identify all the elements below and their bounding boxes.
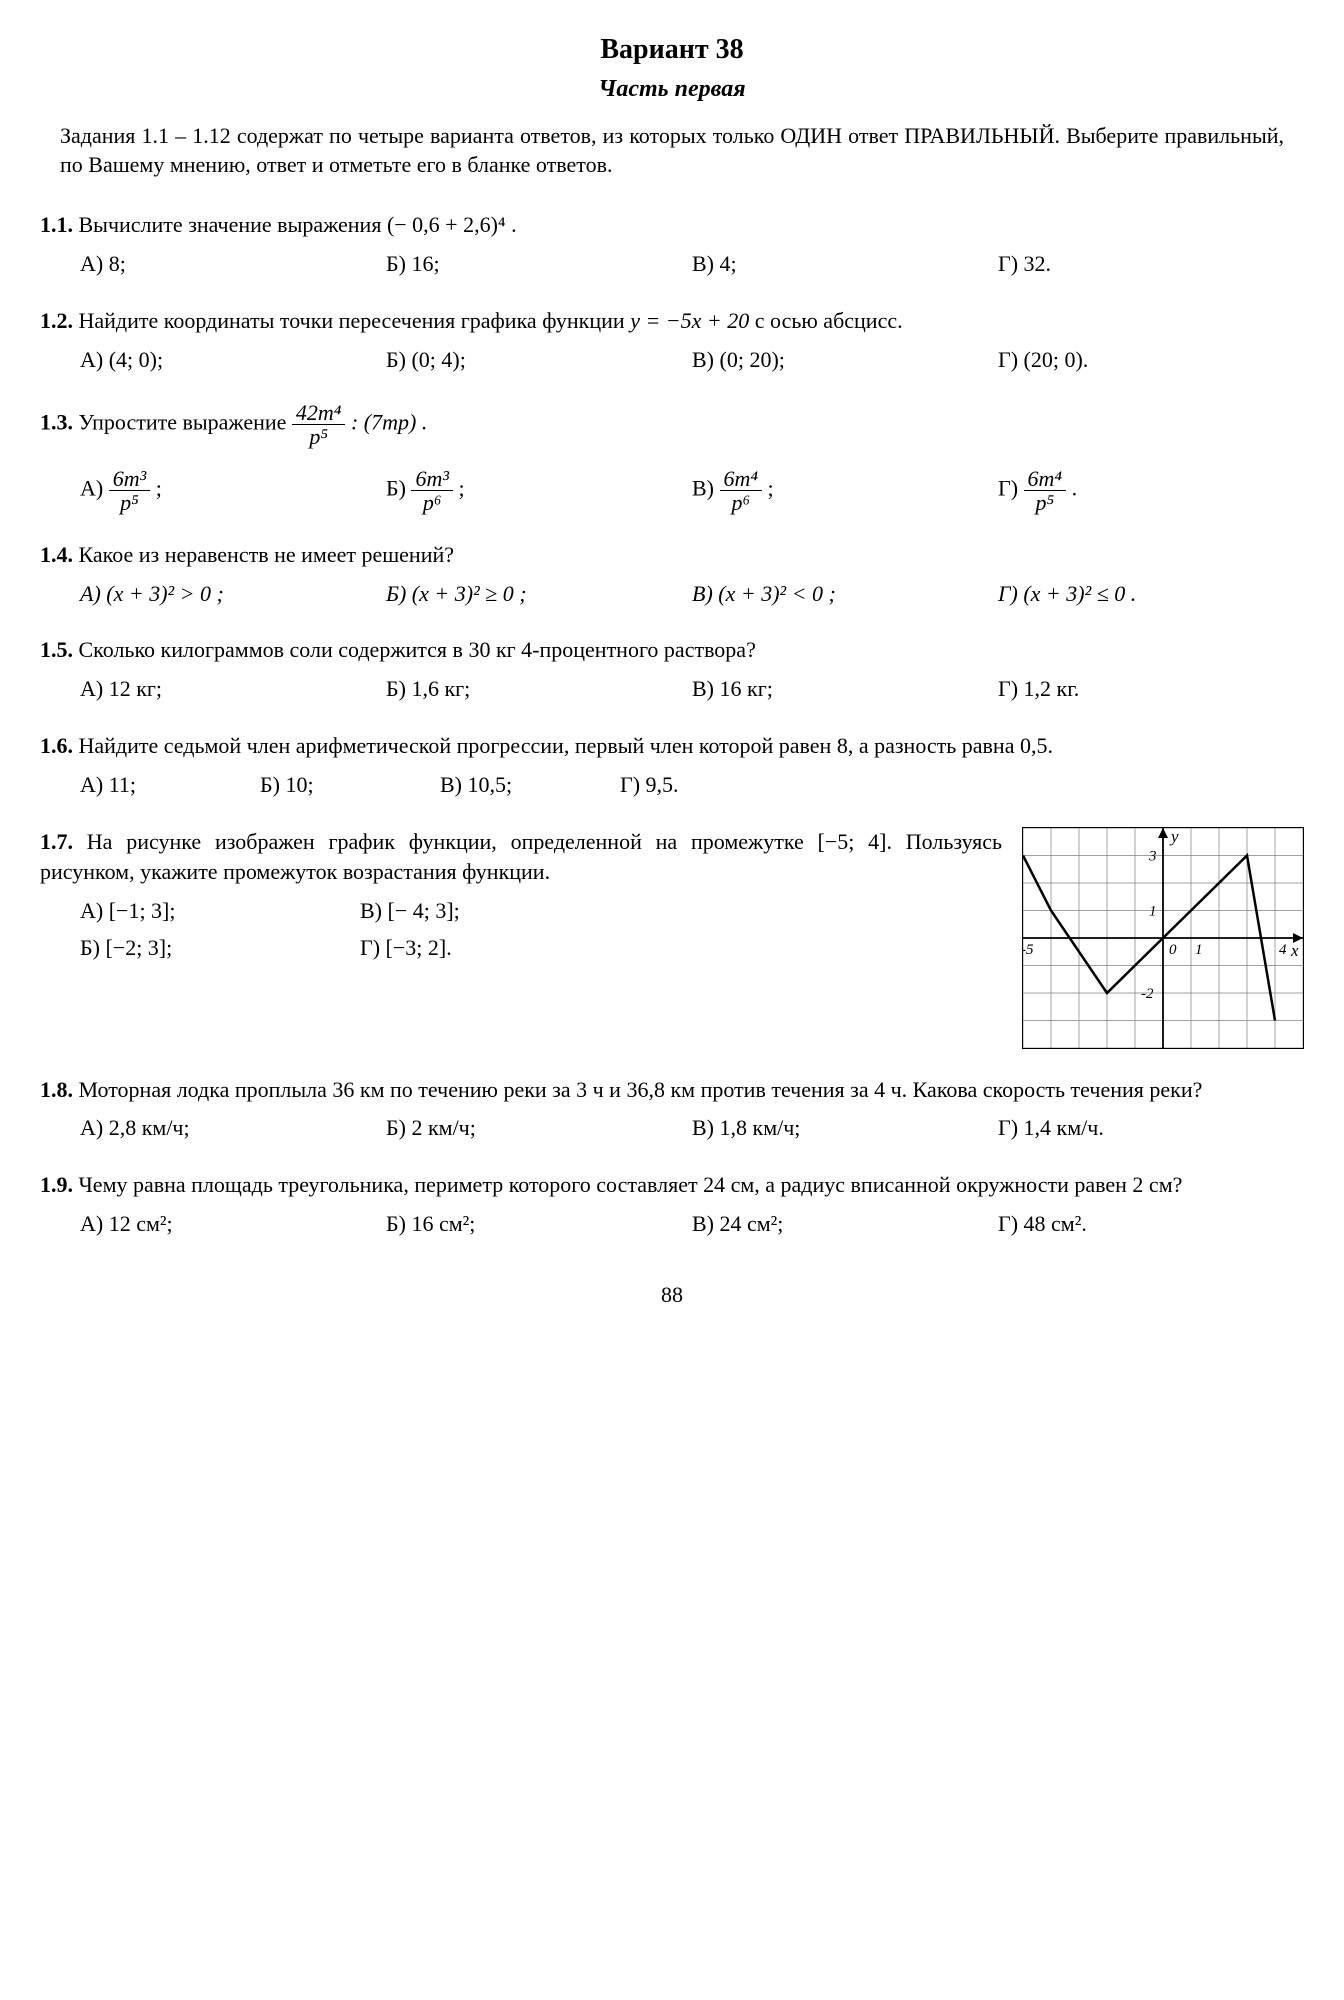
frac-num: 42m⁴ bbox=[292, 401, 346, 425]
frac-num: 6m⁴ bbox=[720, 467, 763, 491]
svg-text:1: 1 bbox=[1195, 942, 1203, 958]
qnum: 1.7. bbox=[40, 829, 73, 854]
opt-pre: В) bbox=[692, 475, 720, 500]
option-a: А) 8; bbox=[80, 249, 386, 280]
option-a: А) 6m³p⁵ ; bbox=[80, 467, 386, 514]
option-d: Г) (20; 0). bbox=[998, 345, 1304, 376]
option-c: В) 16 кг; bbox=[692, 674, 998, 705]
question-1-6: 1.6. Найдите седьмой член арифметической… bbox=[40, 731, 1304, 801]
qnum: 1.1. bbox=[40, 212, 73, 237]
option-a: А) 12 см²; bbox=[80, 1209, 386, 1240]
option-c: В) 24 см²; bbox=[692, 1209, 998, 1240]
option-c: В) 1,8 км/ч; bbox=[692, 1113, 998, 1144]
qnum: 1.2. bbox=[40, 308, 73, 333]
frac-num: 6m³ bbox=[109, 467, 150, 491]
option-a: А) (x + 3)² > 0 ; bbox=[80, 579, 386, 610]
opt-pre: Б) bbox=[386, 475, 411, 500]
qnum: 1.5. bbox=[40, 637, 73, 662]
option-b: Б) [−2; 3]; bbox=[80, 933, 360, 964]
frac-den: p⁶ bbox=[720, 491, 763, 514]
semi: ; bbox=[156, 475, 162, 500]
option-b: Б) 1,6 кг; bbox=[386, 674, 692, 705]
qtext: Чему равна площадь треугольника, перимет… bbox=[79, 1172, 1183, 1197]
option-b: Б) 16; bbox=[386, 249, 692, 280]
option-a: А) [−1; 3]; bbox=[80, 896, 360, 927]
option-b: Б) 2 км/ч; bbox=[386, 1113, 692, 1144]
option-b: Б) (x + 3)² ≥ 0 ; bbox=[386, 579, 692, 610]
svg-text:3: 3 bbox=[1148, 848, 1157, 864]
frac-num: 6m³ bbox=[411, 467, 452, 491]
option-d: Г) 1,4 км/ч. bbox=[998, 1113, 1304, 1144]
option-a: А) 12 кг; bbox=[80, 674, 386, 705]
question-1-3: 1.3. Упростите выражение 42m⁴ p⁵ : (7mp)… bbox=[40, 401, 1304, 513]
svg-text:4: 4 bbox=[1279, 942, 1287, 958]
qtext: Сколько килограммов соли содержится в 30… bbox=[79, 637, 756, 662]
opt-pre: Г) bbox=[998, 475, 1024, 500]
svg-text:1: 1 bbox=[1149, 903, 1157, 919]
question-1-5: 1.5. Сколько килограммов соли содержится… bbox=[40, 635, 1304, 705]
option-d: Г) 1,2 кг. bbox=[998, 674, 1304, 705]
option-d: Г) 9,5. bbox=[620, 770, 760, 801]
frac-den: p⁵ bbox=[109, 491, 150, 514]
option-c: В) 6m⁴p⁶ ; bbox=[692, 467, 998, 514]
part-subtitle: Часть первая bbox=[40, 73, 1304, 107]
semi: ; bbox=[768, 475, 774, 500]
option-d: Г) 6m⁴p⁵ . bbox=[998, 467, 1304, 514]
option-b: Б) 16 см²; bbox=[386, 1209, 692, 1240]
qtext: Какое из неравенств не имеет решений? bbox=[79, 542, 455, 567]
option-a: А) (4; 0); bbox=[80, 345, 386, 376]
option-a: А) 2,8 км/ч; bbox=[80, 1113, 386, 1144]
qtext: Моторная лодка проплыла 36 км по течению… bbox=[79, 1077, 1203, 1102]
instructions: Задания 1.1 – 1.12 содержат по четыре ва… bbox=[60, 121, 1284, 180]
qtext: Упростите выражение bbox=[79, 410, 292, 435]
frac-den: p⁶ bbox=[411, 491, 452, 514]
qtext-b: с осью абсцисс. bbox=[755, 308, 903, 333]
question-1-7: 1.7. На рисунке изображен график функции… bbox=[40, 827, 1304, 1049]
question-1-9: 1.9. Чему равна площадь треугольника, пе… bbox=[40, 1170, 1304, 1240]
option-b: Б) 10; bbox=[260, 770, 400, 801]
frac-den: p⁵ bbox=[292, 425, 346, 448]
qnum: 1.9. bbox=[40, 1172, 73, 1197]
svg-text:y: y bbox=[1169, 827, 1179, 846]
option-c: В) (x + 3)² < 0 ; bbox=[692, 579, 998, 610]
qnum: 1.3. bbox=[40, 410, 73, 435]
option-d: Г) 48 см². bbox=[998, 1209, 1304, 1240]
option-d: Г) (x + 3)² ≤ 0 . bbox=[998, 579, 1304, 610]
option-a: А) 11; bbox=[80, 770, 220, 801]
option-b: Б) (0; 4); bbox=[386, 345, 692, 376]
semi: ; bbox=[458, 475, 464, 500]
svg-text:0: 0 bbox=[1169, 942, 1177, 958]
opt-pre: А) bbox=[80, 475, 109, 500]
qtext-a: Найдите координаты точки пересечения гра… bbox=[79, 308, 631, 333]
question-1-2: 1.2. Найдите координаты точки пересечени… bbox=[40, 306, 1304, 376]
qtext: Вычислите значение выражения (− 0,6 + 2,… bbox=[79, 212, 517, 237]
option-c: В) [− 4; 3]; bbox=[360, 896, 640, 927]
function-graph: 0 1 4 -5 1 3 -2 x y bbox=[1022, 827, 1304, 1049]
option-d: Г) [−3; 2]. bbox=[360, 933, 640, 964]
question-1-4: 1.4. Какое из неравенств не имеет решени… bbox=[40, 540, 1304, 610]
variant-title: Вариант 38 bbox=[40, 30, 1304, 69]
qtext: На рисунке изображен график функции, опр… bbox=[40, 829, 1002, 885]
frac-den: p⁵ bbox=[1024, 491, 1067, 514]
dot: . bbox=[1072, 475, 1078, 500]
option-c: В) (0; 20); bbox=[692, 345, 998, 376]
frac-num: 6m⁴ bbox=[1024, 467, 1067, 491]
fraction: 42m⁴ p⁵ bbox=[292, 401, 346, 448]
svg-text:-5: -5 bbox=[1022, 942, 1034, 958]
after: : (7mp) . bbox=[351, 410, 427, 435]
option-d: Г) 32. bbox=[998, 249, 1304, 280]
svg-text:-2: -2 bbox=[1141, 986, 1154, 1002]
option-c: В) 4; bbox=[692, 249, 998, 280]
qnum: 1.4. bbox=[40, 542, 73, 567]
qnum: 1.6. bbox=[40, 733, 73, 758]
svg-text:x: x bbox=[1290, 941, 1299, 960]
formula: y = −5x + 20 bbox=[630, 308, 749, 333]
option-b: Б) 6m³p⁶ ; bbox=[386, 467, 692, 514]
qnum: 1.8. bbox=[40, 1077, 73, 1102]
question-1-8: 1.8. Моторная лодка проплыла 36 км по те… bbox=[40, 1075, 1304, 1145]
option-c: В) 10,5; bbox=[440, 770, 580, 801]
page-number: 88 bbox=[40, 1280, 1304, 1311]
question-1-1: 1.1. Вычислите значение выражения (− 0,6… bbox=[40, 210, 1304, 280]
qtext: Найдите седьмой член арифметической прог… bbox=[79, 733, 1053, 758]
